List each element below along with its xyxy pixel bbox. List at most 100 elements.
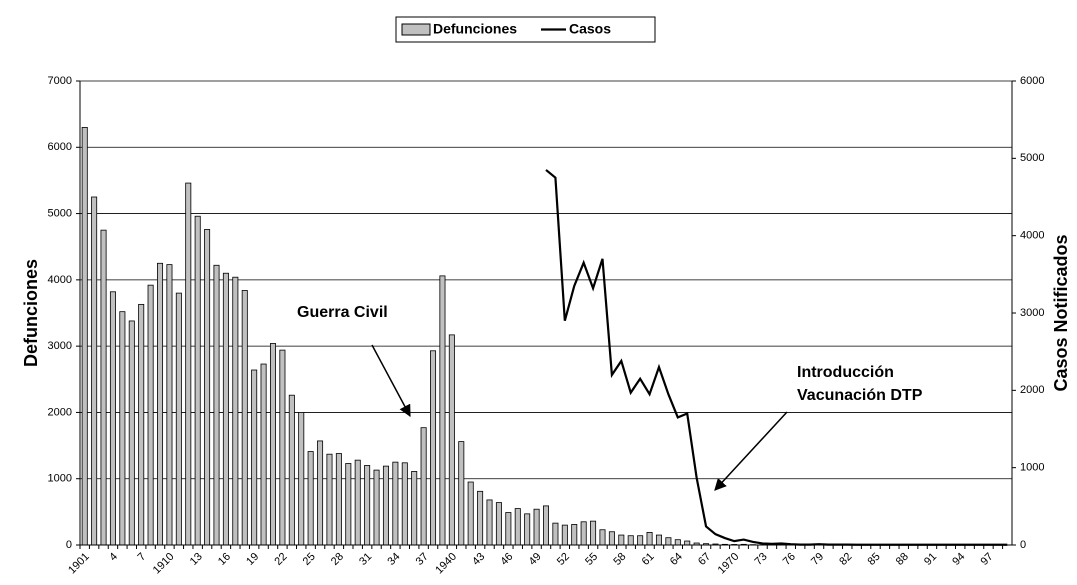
x-tick-label: 43 xyxy=(470,551,487,568)
y2-tick-label: 3000 xyxy=(1020,307,1044,319)
x-tick-label: 22 xyxy=(272,551,289,568)
bar xyxy=(251,369,258,546)
x-tick-label: 1901 xyxy=(66,551,92,577)
x-tick-label: 19 xyxy=(244,551,261,568)
bar xyxy=(646,532,653,546)
bar xyxy=(175,292,182,546)
y2-tick-label: 4000 xyxy=(1020,230,1044,242)
y2-tick-label: 6000 xyxy=(1020,75,1044,87)
bar xyxy=(213,264,220,546)
bar xyxy=(260,363,267,546)
bar xyxy=(279,349,286,546)
bar xyxy=(166,264,173,546)
bar xyxy=(232,276,239,546)
bar xyxy=(448,334,455,546)
x-tick-label: 94 xyxy=(950,551,967,568)
annotation: Guerra Civil xyxy=(297,304,388,321)
bar xyxy=(430,350,437,546)
x-tick-label: 28 xyxy=(329,551,346,568)
x-tick-label: 88 xyxy=(894,551,911,568)
x-tick-label: 1940 xyxy=(433,551,459,577)
bar xyxy=(467,481,474,546)
bar xyxy=(157,262,164,546)
bar xyxy=(524,513,531,546)
x-tick-label: 31 xyxy=(357,551,374,568)
bar xyxy=(222,272,229,546)
bar xyxy=(665,537,672,546)
x-tick-label: 61 xyxy=(640,551,657,568)
bar xyxy=(100,229,107,546)
y2-tick-label: 5000 xyxy=(1020,152,1044,164)
x-tick-label: 49 xyxy=(527,551,544,568)
annotation: Vacunación DTP xyxy=(797,387,923,404)
x-tick-label: 1970 xyxy=(716,551,742,577)
y-tick-label: 3000 xyxy=(48,340,72,352)
annotation-arrow xyxy=(714,411,788,491)
bar xyxy=(495,502,502,546)
bar xyxy=(392,461,399,546)
y-tick-label: 6000 xyxy=(48,141,72,153)
bar xyxy=(317,440,324,546)
bar xyxy=(298,412,305,546)
y2-tick-label: 2000 xyxy=(1020,384,1044,396)
x-tick-label: 82 xyxy=(837,551,854,568)
bar xyxy=(354,459,361,546)
bar xyxy=(618,534,625,546)
y2-axis-title: Casos Notificados xyxy=(1051,234,1071,391)
legend-box xyxy=(395,16,656,43)
bar xyxy=(655,534,662,546)
bar xyxy=(505,512,512,546)
x-tick-label: 46 xyxy=(498,551,515,568)
legend-label: Defunciones xyxy=(433,21,517,37)
bar xyxy=(269,343,276,546)
bar xyxy=(335,453,342,546)
bar xyxy=(590,520,597,546)
bar xyxy=(684,540,691,546)
bar xyxy=(608,531,615,546)
y-tick-label: 5000 xyxy=(48,207,72,219)
bar xyxy=(326,453,333,546)
x-tick-label: 37 xyxy=(414,551,431,568)
bar xyxy=(543,505,550,546)
bar xyxy=(533,508,540,546)
legend-swatch xyxy=(401,23,431,36)
x-tick-label: 85 xyxy=(866,551,883,568)
bar xyxy=(241,290,248,546)
bar xyxy=(401,462,408,546)
legend-label: Casos xyxy=(569,21,611,37)
x-tick-label: 16 xyxy=(216,551,233,568)
x-tick-label: 79 xyxy=(809,551,826,568)
y2-tick-label: 0 xyxy=(1020,539,1026,551)
bar xyxy=(571,524,578,546)
line xyxy=(545,169,1008,546)
y-tick-label: 2000 xyxy=(48,406,72,418)
bar xyxy=(599,529,606,546)
bar xyxy=(373,469,380,546)
bar xyxy=(138,303,145,546)
bar xyxy=(477,490,484,546)
y-axis-title: Defunciones xyxy=(21,259,41,367)
bar xyxy=(439,275,446,546)
x-tick-label: 25 xyxy=(301,551,318,568)
y-tick-label: 7000 xyxy=(48,75,72,87)
bar xyxy=(561,524,568,546)
bar xyxy=(458,441,465,546)
bar xyxy=(307,451,314,546)
annotation: Introducción xyxy=(797,364,894,381)
x-tick-label: 73 xyxy=(753,551,770,568)
bar xyxy=(420,427,427,546)
bar xyxy=(514,508,521,546)
y2-tick-label: 1000 xyxy=(1020,462,1044,474)
x-tick-label: 97 xyxy=(978,551,995,568)
bar xyxy=(185,182,192,546)
x-tick-label: 13 xyxy=(188,551,205,568)
bar xyxy=(674,539,681,546)
x-tick-label: 34 xyxy=(385,551,402,568)
bar xyxy=(637,535,644,546)
bar xyxy=(119,311,126,546)
y-tick-label: 0 xyxy=(66,539,72,551)
bar xyxy=(109,291,116,546)
x-tick-label: 7 xyxy=(136,551,149,564)
annotation-arrow xyxy=(371,344,411,418)
